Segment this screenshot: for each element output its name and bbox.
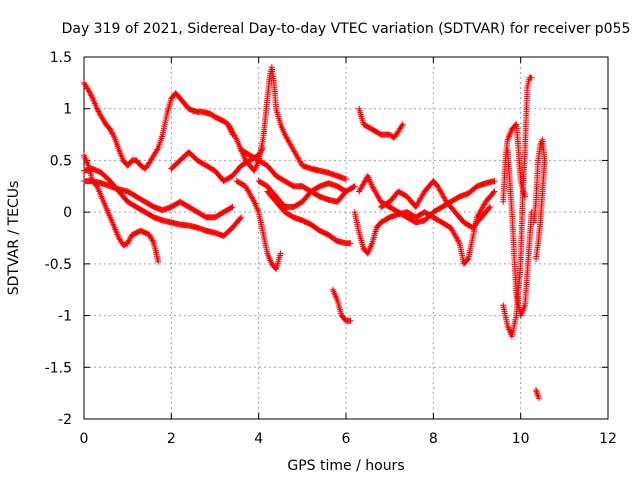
series-track-11	[329, 286, 354, 324]
x-tick-label: 4	[254, 431, 263, 447]
chart-title: Day 319 of 2021, Sidereal Day-to-day VTE…	[62, 21, 631, 37]
data-points	[81, 64, 548, 402]
plot-frame	[83, 56, 609, 420]
x-axis-ticks: 0 2 4 6 8 10 12	[80, 57, 617, 447]
series-track-2	[81, 152, 162, 265]
data-point-markers	[81, 152, 162, 265]
data-point-markers	[377, 178, 494, 231]
y-tick-label: -2	[58, 412, 72, 428]
series-track-4	[81, 178, 236, 221]
y-tick-label: -0.5	[45, 257, 72, 273]
series-track-12	[356, 105, 406, 141]
y-tick-label: 1	[63, 102, 72, 118]
y-tick-label: -1.5	[45, 360, 72, 376]
series-track-9	[255, 178, 349, 210]
data-point-markers	[233, 178, 284, 272]
data-point-markers	[500, 121, 528, 205]
data-point-markers	[500, 74, 535, 340]
data-point-markers	[329, 286, 354, 324]
series-track-18	[500, 121, 528, 205]
y-tick-label: 0.5	[50, 153, 72, 169]
data-point-markers	[264, 188, 354, 247]
series-track-15	[377, 178, 494, 231]
series-track-19	[530, 136, 548, 262]
series-track-20	[533, 387, 542, 402]
x-tick-label: 10	[512, 431, 530, 447]
series-track-1	[81, 79, 236, 172]
series-track-17	[500, 74, 535, 340]
data-point-markers	[238, 147, 358, 205]
y-tick-label: -1	[58, 309, 72, 325]
y-axis-ticks: -2 -1.5 -1 -0.5 0 0.5 1 1.5	[45, 50, 608, 428]
y-axis-label: SDTVAR / TECUs	[6, 181, 22, 296]
x-tick-label: 2	[167, 431, 176, 447]
data-point-markers	[530, 136, 548, 262]
data-point-markers	[533, 387, 542, 402]
data-point-markers	[356, 105, 406, 141]
data-point-markers	[81, 79, 236, 172]
x-tick-label: 8	[429, 431, 438, 447]
data-point-markers	[351, 188, 498, 267]
x-axis-label: GPS time / hours	[287, 458, 404, 474]
series-track-10	[264, 188, 354, 247]
data-point-markers	[255, 178, 349, 210]
x-tick-label: 6	[342, 431, 351, 447]
series-track-8	[238, 147, 358, 205]
y-tick-label: 0	[63, 205, 72, 221]
x-tick-label: 0	[80, 431, 89, 447]
y-tick-label: 1.5	[50, 50, 72, 66]
data-point-markers	[81, 178, 236, 221]
series-track-7	[233, 178, 284, 272]
x-tick-label: 12	[599, 431, 617, 447]
series-track-13	[351, 188, 498, 267]
